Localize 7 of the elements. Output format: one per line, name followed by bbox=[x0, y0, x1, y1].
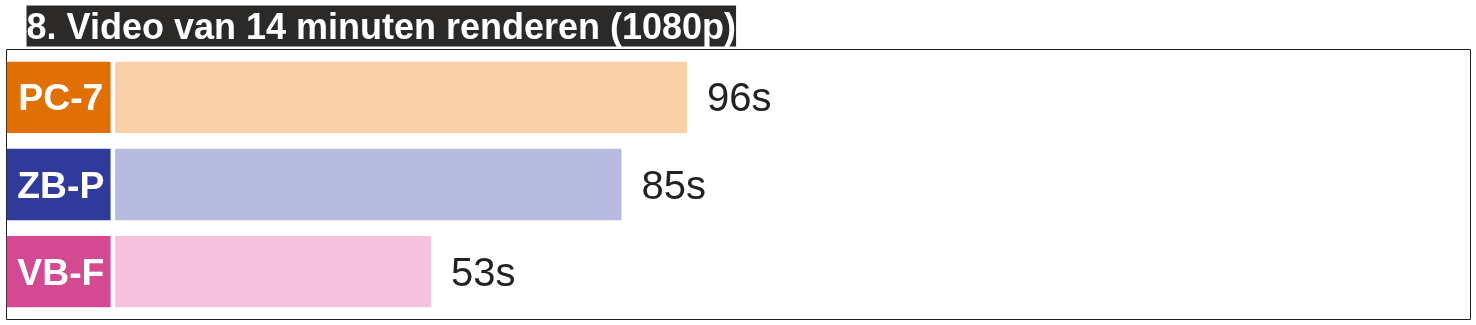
y-tick-label: VB-F bbox=[17, 250, 105, 293]
data-label: 96s bbox=[707, 75, 772, 120]
chart-title: 8. Video van 14 minuten renderen (1080p) bbox=[26, 5, 737, 47]
y-tick-label: PC-7 bbox=[18, 76, 104, 119]
y-tick-label: ZB-P bbox=[17, 163, 105, 206]
data-label: 53s bbox=[450, 249, 516, 294]
data-label: 85s bbox=[641, 162, 707, 207]
